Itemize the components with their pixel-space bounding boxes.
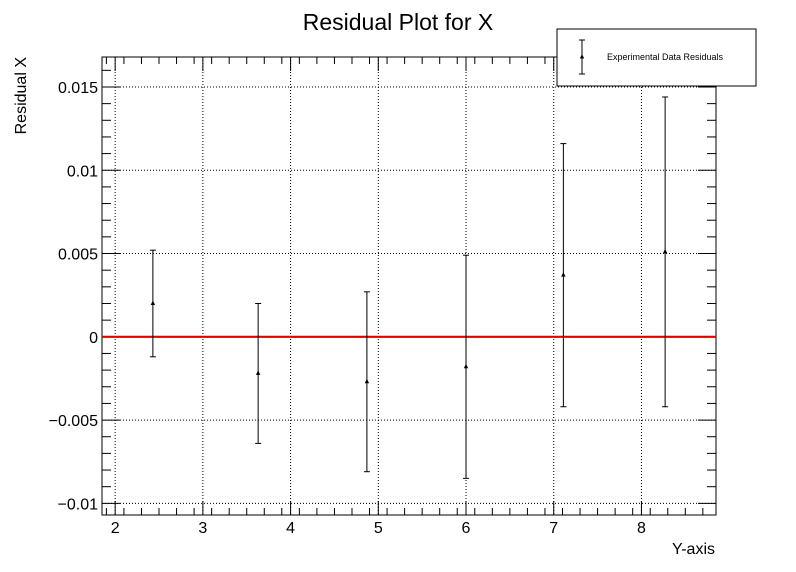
- y-tick-labels: −0.01 −0.005 0 0.005 0.01 0.015: [49, 80, 98, 513]
- data-point-marker: [662, 248, 668, 254]
- x-tick-label: 7: [549, 520, 558, 537]
- y-tick-label: 0: [89, 330, 98, 347]
- x-tick-label: 8: [637, 520, 646, 537]
- legend-box: [556, 28, 757, 87]
- y-tick-label: 0.01: [67, 163, 98, 180]
- legend-triangle-marker: [579, 54, 585, 59]
- x-tick-labels: 2 3 4 5 6 7 8: [111, 520, 646, 537]
- x-tick-label: 2: [111, 520, 120, 537]
- data-point-marker: [364, 378, 370, 384]
- data-point-marker: [561, 272, 566, 277]
- data-point-marker: [150, 300, 156, 305]
- data-point-marker: [255, 370, 261, 375]
- x-axis-label: Y-axis: [672, 541, 715, 558]
- x-tick-label: 6: [462, 520, 471, 537]
- x-tick-label: 5: [374, 520, 383, 537]
- plot-frame: [101, 56, 717, 516]
- chart-title: Residual Plot for X: [303, 9, 493, 35]
- legend: Experimental Data Residuals: [556, 28, 757, 87]
- x-tick-label: 4: [286, 520, 295, 537]
- legend-marker: [579, 39, 585, 75]
- data-points: [149, 96, 669, 479]
- data-point-marker: [463, 363, 469, 369]
- y-tick-label: 0.005: [58, 247, 98, 264]
- y-tick-label: −0.01: [58, 496, 99, 513]
- y-axis-label: Residual X: [13, 57, 30, 135]
- x-tick-label: 3: [198, 520, 207, 537]
- y-tick-label: −0.005: [49, 413, 98, 430]
- legend-label: Experimental Data Residuals: [607, 52, 724, 62]
- y-tick-label: 0.015: [58, 80, 98, 97]
